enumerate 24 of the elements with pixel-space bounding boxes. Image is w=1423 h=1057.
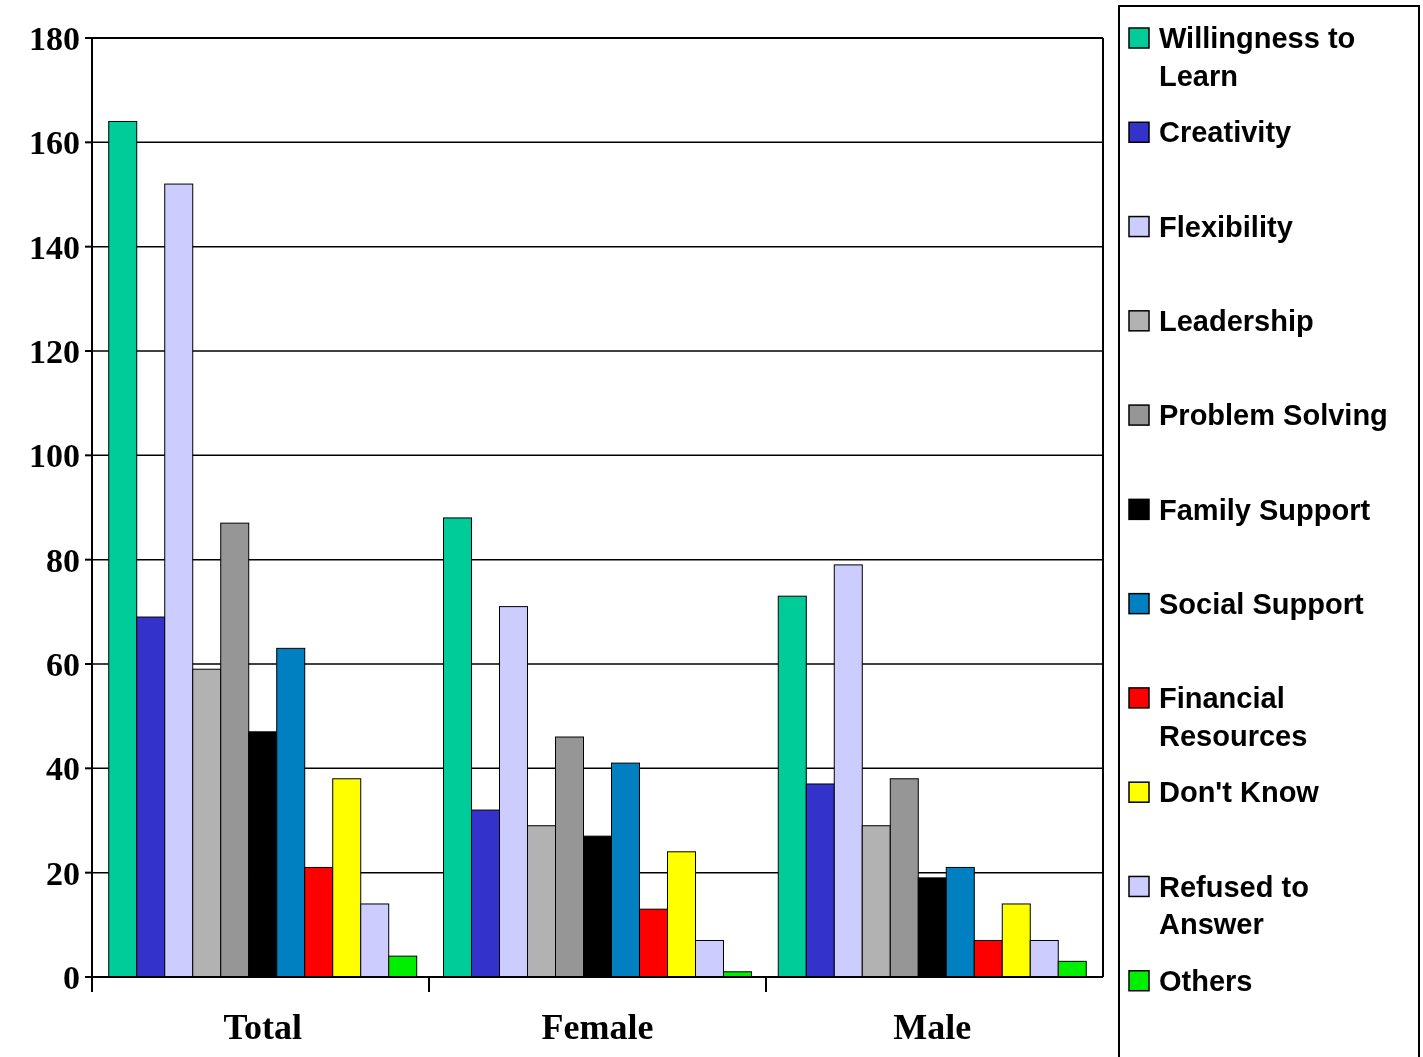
legend-label: Social Support (1159, 587, 1364, 620)
x-tick-label: Male (893, 1007, 972, 1047)
legend-label: Don't Know (1159, 776, 1320, 809)
y-tick-label: 40 (46, 750, 80, 788)
legend-label: Leadership (1159, 304, 1314, 337)
y-tick-label: 60 (46, 645, 80, 683)
y-tick-label: 140 (29, 228, 80, 266)
y-tick-label: 120 (29, 332, 80, 370)
y-tick-label: 100 (29, 437, 80, 475)
legend-label: Financial Resources (1159, 682, 1308, 752)
y-tick-label: 160 (29, 124, 80, 162)
legend-label: Flexibility (1159, 210, 1293, 243)
x-tick-label: Female (541, 1007, 654, 1047)
legend-label: Family Support (1159, 493, 1371, 526)
y-tick-label: 20 (46, 854, 80, 892)
legend-label: Problem Solving (1159, 399, 1388, 432)
legend-label: Refused to Answer (1159, 870, 1309, 941)
y-tick-label: 180 (29, 19, 80, 57)
legend-label: Creativity (1159, 116, 1292, 149)
y-tick-label: 80 (46, 541, 80, 579)
y-tick-label: 0 (63, 958, 80, 996)
x-tick-label: Total (223, 1007, 303, 1047)
legend-label: Others (1159, 964, 1253, 997)
legend-label: Willingness to Learn (1159, 22, 1356, 92)
